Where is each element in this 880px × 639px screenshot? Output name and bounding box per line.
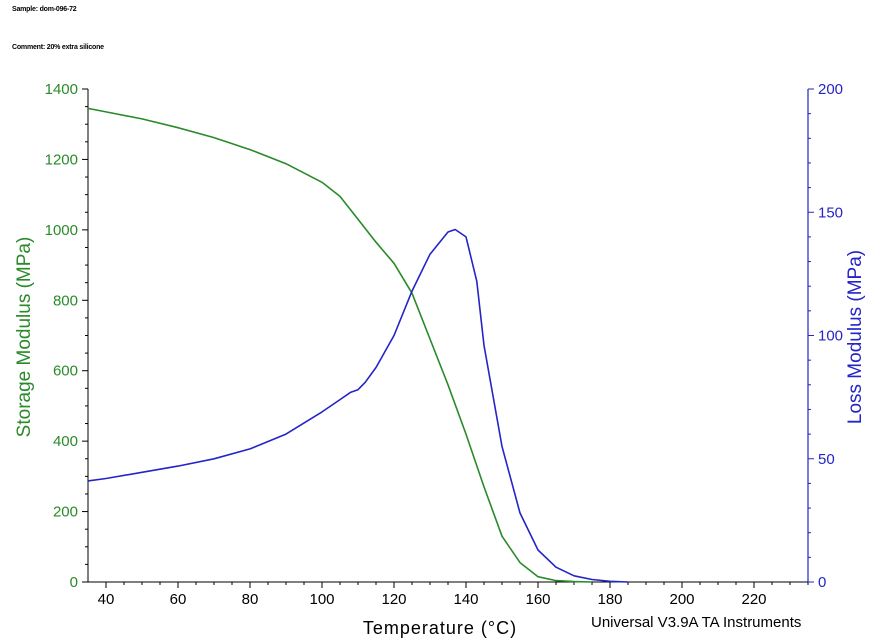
x-tick-label: 200 bbox=[669, 591, 694, 608]
chart-series bbox=[87, 107, 629, 583]
x-tick-label: 80 bbox=[242, 591, 259, 608]
y-left-tick-label: 600 bbox=[53, 363, 78, 380]
x-tick-label: 100 bbox=[309, 591, 334, 608]
y-right-axis-title: Loss Modulus (MPa) bbox=[845, 250, 866, 424]
y-left-tick-label: 1400 bbox=[45, 81, 78, 98]
y-left-tick-label: 0 bbox=[70, 574, 78, 591]
chart-ticks: 40 60 80 100 120 140 160 180 200 220 0 200 400 600 800… bbox=[45, 81, 843, 608]
loss-modulus-line bbox=[87, 228, 629, 583]
y-right-tick-label: 0 bbox=[818, 574, 826, 591]
chart-axes bbox=[87, 89, 809, 583]
x-tick-label: 120 bbox=[381, 591, 406, 608]
x-tick-label: 60 bbox=[170, 591, 187, 608]
y-right-tick-label: 200 bbox=[818, 81, 843, 98]
y-left-axis-title: Storage Modulus (MPa) bbox=[14, 237, 35, 438]
y-right-tick-label: 150 bbox=[818, 204, 843, 221]
y-left-tick-label: 1000 bbox=[45, 222, 78, 239]
y-right-tick-label: 100 bbox=[818, 328, 843, 345]
y-left-tick-label: 400 bbox=[53, 433, 78, 450]
x-axis-title: Temperature (°C) bbox=[363, 618, 517, 638]
x-tick-label: 140 bbox=[453, 591, 478, 608]
y-right-tick-label: 50 bbox=[818, 451, 835, 468]
y-left-tick-label: 1200 bbox=[45, 151, 78, 168]
x-tick-label: 220 bbox=[741, 591, 766, 608]
comment-label: Comment: 20% extra silicone bbox=[12, 44, 104, 51]
y-left-tick-label: 800 bbox=[53, 292, 78, 309]
x-tick-label: 180 bbox=[597, 591, 622, 608]
storage-modulus-line bbox=[87, 107, 593, 583]
footer-credit: Universal V3.9A TA Instruments bbox=[591, 614, 801, 631]
y-left-tick-label: 200 bbox=[53, 504, 78, 521]
x-tick-label: 160 bbox=[525, 591, 550, 608]
x-tick-label: 40 bbox=[98, 591, 115, 608]
sample-label: Sample: dom-096-72 bbox=[12, 6, 77, 13]
